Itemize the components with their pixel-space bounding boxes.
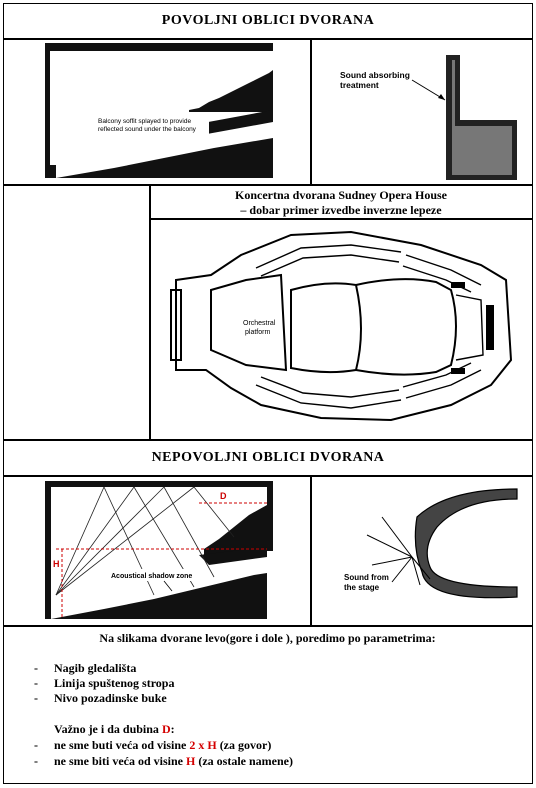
orchestral-label-2: platform: [245, 329, 270, 336]
stage-label-1: Sound from: [344, 573, 389, 582]
figure-balcony-section: Balcony soffit splayed to provide reflec…: [3, 39, 311, 185]
figure-sound-absorbing: Sound absorbing treatment: [311, 39, 533, 185]
parameter-item: - Nivo pozadinske buke: [34, 691, 167, 705]
depth-note: Važno je i da dubina D:: [54, 722, 175, 736]
dimension-h: H: [53, 559, 60, 569]
section-title-favorable: POVOLJNI OBLICI DVORANA: [3, 3, 533, 39]
absorbing-label-2: treatment: [340, 80, 379, 90]
opera-plan-drawing: Orchestral platform: [170, 230, 513, 422]
balcony-annotation: Balcony soffit splayed to provide reflec…: [98, 118, 196, 133]
section-title-favorable-text: POVOLJNI OBLICI DVORANA: [161, 13, 375, 28]
stage-reflector-drawing: Sound from the stage: [344, 488, 518, 617]
opera-caption-line2: – dobar primer izvedbe inverzne lepeze: [240, 203, 442, 217]
figure-sound-from-stage: Sound from the stage: [311, 476, 533, 626]
absorbing-label-1: Sound absorbing: [340, 70, 410, 80]
figure-opera-plan: Orchestral platform: [150, 219, 533, 440]
orchestral-label-1: Orchestral: [243, 320, 276, 327]
empty-cell: [3, 185, 150, 440]
parameter-item: - Linija spuštenog stropa: [34, 676, 175, 690]
depth-rule-speech: - ne sme buti veća od visine 2 x H (za go…: [34, 738, 272, 752]
section-title-unfavorable: NEPOVOLJNI OBLICI DVORANA: [3, 440, 533, 476]
balcony-section-drawing: Balcony soffit splayed to provide reflec…: [45, 43, 273, 178]
parameters-text-box: Na slikama dvorane levo(gore i dole ), p…: [3, 626, 533, 784]
opera-caption-line1: Koncertna dvorana Sudney Opera House: [234, 188, 447, 202]
opera-caption-box: Koncertna dvorana Sudney Opera House – d…: [150, 185, 533, 219]
figure-shadow-zone: D H Acoustical shadow zone: [3, 476, 311, 626]
intro-text: Na slikama dvorane levo(gore i dole ), p…: [99, 631, 436, 645]
sound-absorbing-drawing: Sound absorbing treatment: [340, 55, 517, 180]
parameter-item: - Nagib gledališta: [34, 661, 137, 675]
stage-label-2: the stage: [344, 583, 380, 592]
section-title-unfavorable-text: NEPOVOLJNI OBLICI DVORANA: [151, 450, 385, 465]
shadow-zone-label: Acoustical shadow zone: [111, 573, 192, 580]
shadow-zone-drawing: D H Acoustical shadow zone: [45, 481, 273, 619]
dimension-d: D: [220, 491, 227, 501]
depth-rule-other: - ne sme biti veća od visine H (za ostale…: [34, 754, 293, 768]
